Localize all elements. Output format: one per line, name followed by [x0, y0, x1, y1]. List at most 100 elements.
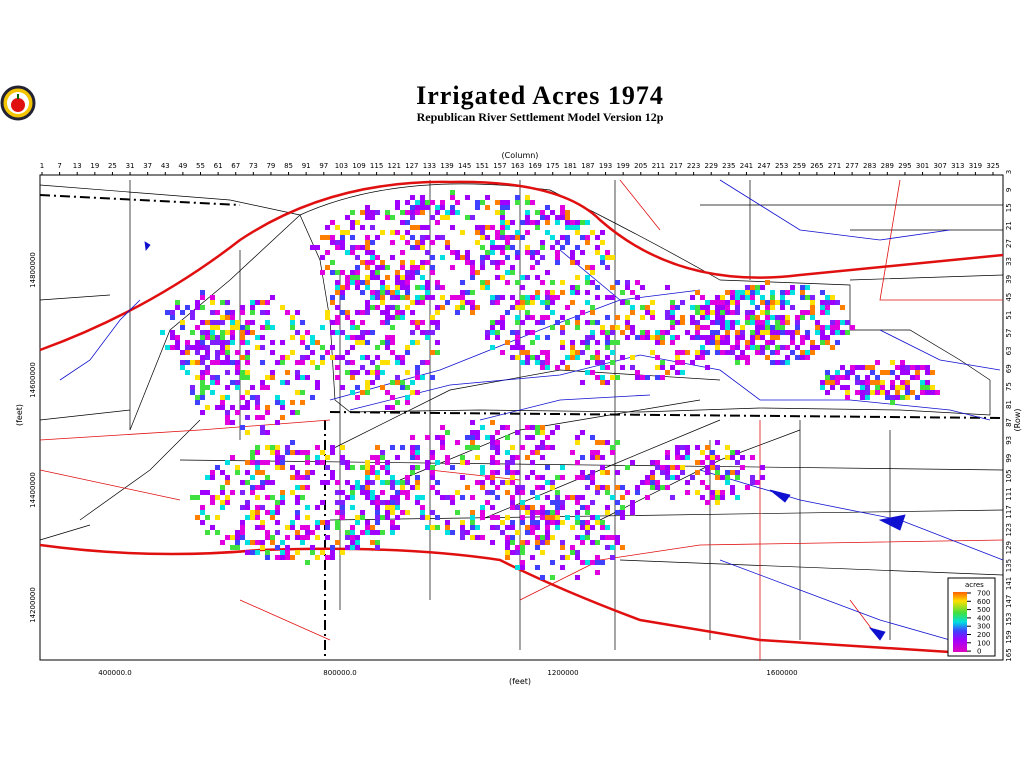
cell [655, 480, 660, 485]
cell [720, 350, 725, 355]
cell [515, 335, 520, 340]
cell [570, 495, 575, 500]
cell [430, 320, 435, 325]
cell [190, 385, 195, 390]
cell [350, 220, 355, 225]
cell [555, 240, 560, 245]
cell [290, 315, 295, 320]
cell [570, 525, 575, 530]
cell [710, 340, 715, 345]
cell [850, 365, 855, 370]
cell [500, 275, 505, 280]
column-label: 295 [898, 162, 911, 170]
cell [410, 205, 415, 210]
cell [440, 235, 445, 240]
cell [480, 265, 485, 270]
logo [0, 85, 36, 121]
cell [340, 290, 345, 295]
cell [515, 330, 520, 335]
cell [350, 335, 355, 340]
cell [590, 230, 595, 235]
cell [365, 205, 370, 210]
cell [195, 375, 200, 380]
cell [635, 370, 640, 375]
cell [365, 530, 370, 535]
cell [650, 335, 655, 340]
cell [310, 335, 315, 340]
cell [515, 490, 520, 495]
cell [635, 490, 640, 495]
column-label: 31 [126, 162, 135, 170]
cell [385, 510, 390, 515]
cell [280, 340, 285, 345]
cell [745, 285, 750, 290]
cell [355, 280, 360, 285]
cell [430, 450, 435, 455]
cell [500, 200, 505, 205]
cell [380, 295, 385, 300]
cell [295, 360, 300, 365]
cell [440, 435, 445, 440]
cell [865, 390, 870, 395]
cell [570, 545, 575, 550]
cell [730, 295, 735, 300]
cell [785, 360, 790, 365]
cell [605, 345, 610, 350]
cell [420, 320, 425, 325]
cell [275, 520, 280, 525]
cell [405, 350, 410, 355]
cell [420, 210, 425, 215]
cell [660, 340, 665, 345]
cell [545, 335, 550, 340]
cell [450, 225, 455, 230]
cell [485, 335, 490, 340]
cell [580, 430, 585, 435]
cell [420, 360, 425, 365]
cell [475, 230, 480, 235]
cell [605, 510, 610, 515]
cell [470, 215, 475, 220]
cell [775, 315, 780, 320]
cell [810, 345, 815, 350]
cell [355, 520, 360, 525]
cell [825, 340, 830, 345]
cell [335, 320, 340, 325]
cell [795, 325, 800, 330]
cell [370, 540, 375, 545]
cell [700, 345, 705, 350]
cell [455, 440, 460, 445]
cell [575, 220, 580, 225]
cell [890, 370, 895, 375]
cell [520, 220, 525, 225]
cell [390, 475, 395, 480]
cell [650, 485, 655, 490]
cell [795, 345, 800, 350]
cell [800, 350, 805, 355]
cell [410, 340, 415, 345]
cell [885, 370, 890, 375]
cell [525, 355, 530, 360]
cell [375, 530, 380, 535]
cell [555, 320, 560, 325]
cell [265, 410, 270, 415]
cell [780, 320, 785, 325]
cell [300, 340, 305, 345]
cell [550, 245, 555, 250]
cell [465, 255, 470, 260]
cell [230, 380, 235, 385]
cell [830, 380, 835, 385]
cell [535, 430, 540, 435]
column-label: 289 [881, 162, 894, 170]
cell [595, 570, 600, 575]
cell [225, 370, 230, 375]
cell [480, 280, 485, 285]
cell [935, 390, 940, 395]
cell [715, 300, 720, 305]
cell [650, 310, 655, 315]
cell [560, 345, 565, 350]
cell [260, 505, 265, 510]
cell [570, 225, 575, 230]
cell [200, 340, 205, 345]
cell [405, 285, 410, 290]
cell [405, 275, 410, 280]
